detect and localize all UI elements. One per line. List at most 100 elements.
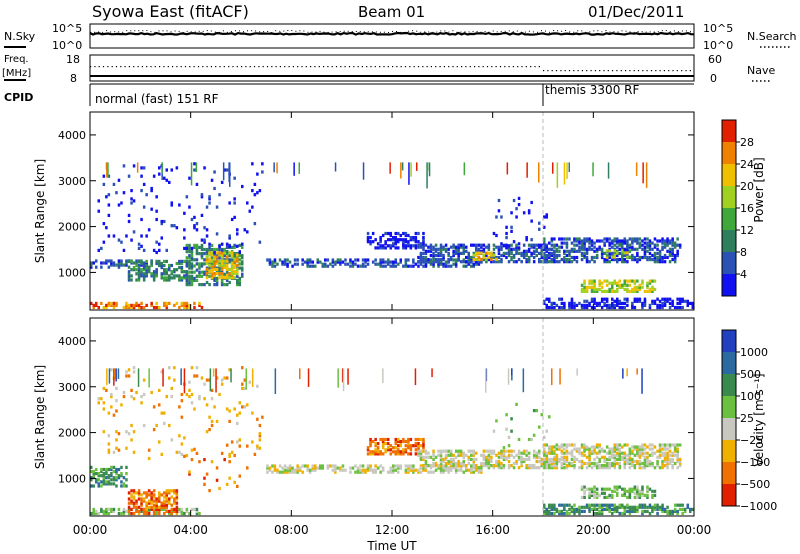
range-gate-cell: [653, 255, 657, 260]
range-gate-cell: [613, 459, 617, 464]
range-gate-cell: [112, 478, 116, 482]
range-gate-cell: [515, 243, 518, 247]
range-gate-cell: [673, 255, 677, 260]
range-gate-cell: [616, 299, 619, 303]
range-gate-streak: [161, 162, 163, 174]
range-gate-cell: [626, 251, 629, 255]
range-gate-cell: [112, 482, 116, 486]
range-gate-cell: [90, 478, 93, 482]
range-gate-cell: [477, 251, 481, 255]
range-gate-cell: [648, 245, 652, 249]
range-gate-cell: [120, 484, 123, 488]
range-gate-cell: [663, 447, 667, 451]
range-gate-cell: [150, 272, 153, 276]
range-gate-cell: [648, 487, 652, 491]
range-gate-cell: [366, 466, 370, 470]
range-gate-cell: [590, 489, 594, 493]
range-gate-cell: [628, 455, 632, 459]
range-gate-cell: [553, 511, 556, 516]
range-gate-cell: [429, 258, 433, 262]
range-gate-cell: [465, 245, 468, 249]
range-gate-cell: [643, 299, 647, 303]
nsearch-point: [371, 31, 373, 33]
range-gate-cell: [661, 453, 664, 457]
range-gate-cell: [515, 207, 518, 211]
range-gate-cell: [505, 231, 508, 236]
range-gate-cell: [107, 482, 111, 486]
range-gate-cell: [575, 249, 579, 253]
range-gate-cell: [633, 459, 637, 464]
range-gate-cell: [188, 305, 191, 310]
range-gate-cell: [392, 264, 395, 268]
range-gate-cell: [404, 231, 408, 236]
velocity-ylabel: Slant Range [km]: [33, 365, 47, 469]
range-gate-cell: [605, 258, 609, 262]
nave-point: [202, 66, 204, 68]
range-gate-cell: [256, 446, 259, 450]
range-gate-cell: [666, 249, 669, 253]
range-gate-cell: [419, 466, 423, 470]
range-gate-cell: [623, 443, 627, 447]
range-gate-cell: [366, 236, 370, 240]
nave-point: [193, 66, 195, 68]
range-gate-cell: [208, 259, 211, 263]
range-gate-cell: [618, 258, 622, 262]
range-gate-cell: [676, 243, 679, 247]
range-gate-cell: [462, 451, 466, 455]
range-gate-cell: [588, 447, 591, 451]
range-gate-cell: [366, 238, 370, 242]
range-gate-cell: [621, 283, 624, 287]
range-gate-streak: [341, 368, 344, 383]
range-gate-cell: [311, 466, 315, 470]
range-gate-cell: [613, 443, 617, 447]
range-gate-cell: [175, 226, 179, 230]
range-gate-cell: [598, 301, 601, 305]
range-gate-cell: [381, 258, 385, 262]
range-gate-streak: [426, 162, 429, 171]
range-gate-cell: [215, 232, 219, 236]
range-gate-cell: [369, 444, 372, 448]
range-gate-cell: [190, 283, 194, 287]
range-gate-cell: [527, 464, 531, 468]
range-gate-cell: [671, 511, 674, 516]
range-gate-cell: [158, 305, 161, 310]
range-gate-cell: [507, 444, 511, 448]
range-gate-cell: [220, 278, 224, 282]
range-gate-cell: [236, 280, 239, 285]
range-gate-streak: [362, 162, 365, 180]
range-gate-cell: [583, 495, 586, 499]
range-gate-cell: [140, 301, 143, 305]
range-gate-cell: [215, 251, 219, 255]
range-gate-cell: [168, 263, 171, 268]
range-gate-cell: [359, 468, 362, 472]
range-gate-cell: [626, 443, 629, 447]
range-gate-cell: [555, 249, 559, 253]
range-gate-cell: [616, 283, 619, 287]
range-gate-cell: [558, 249, 561, 253]
range-gate-cell: [616, 509, 619, 513]
range-gate-cell: [251, 205, 254, 209]
range-gate-cell: [538, 425, 541, 429]
range-gate-cell: [183, 259, 186, 263]
range-gate-cell: [578, 466, 581, 470]
range-gate-cell: [387, 262, 390, 266]
range-gate-cell: [155, 272, 158, 276]
range-gate-cell: [203, 283, 206, 287]
range-gate-cell: [663, 245, 667, 249]
range-gate-cell: [334, 260, 337, 264]
range-gate-cell: [608, 455, 611, 459]
range-gate-cell: [638, 459, 642, 464]
range-gate-cell: [638, 461, 642, 466]
nave-point: [625, 70, 627, 72]
range-gate-cell: [127, 497, 131, 501]
range-gate-cell: [477, 262, 481, 266]
range-gate-cell: [160, 272, 164, 276]
range-gate-cell: [173, 497, 176, 501]
range-gate-cell: [183, 305, 186, 310]
range-gate-cell: [452, 251, 455, 255]
range-gate-cell: [457, 449, 460, 453]
range-gate-cell: [107, 442, 111, 446]
nave-point: [573, 70, 575, 72]
range-gate-cell: [527, 258, 531, 262]
range-gate-cell: [152, 174, 156, 178]
